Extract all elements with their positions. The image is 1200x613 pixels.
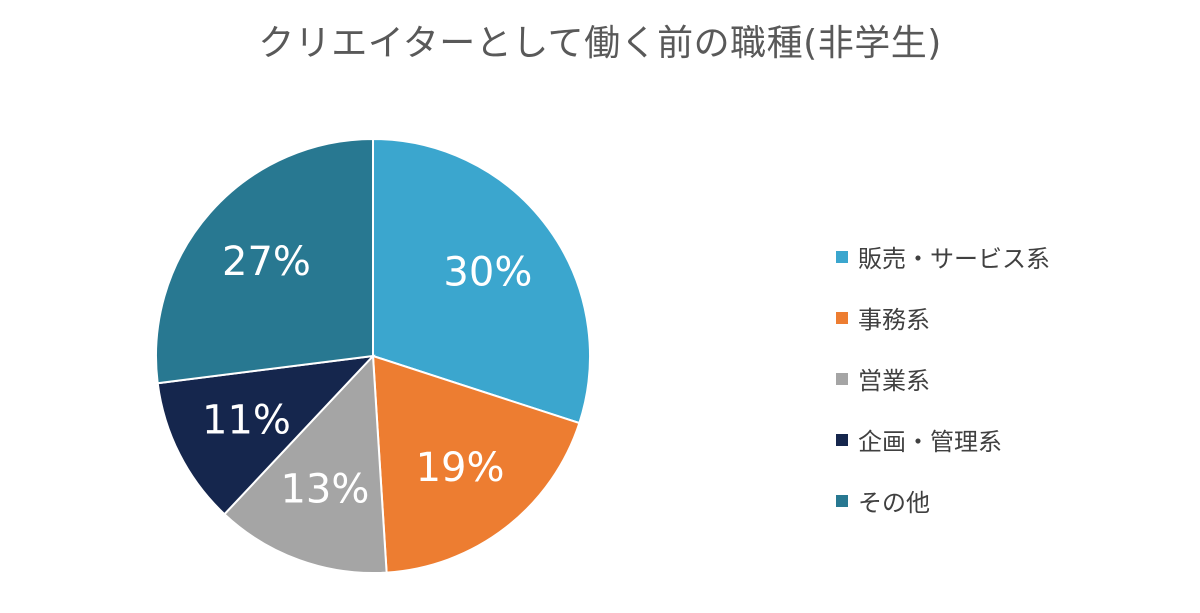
slice-office-work-label: 19%: [416, 445, 505, 491]
legend-item-planning-management: 企画・管理系: [836, 409, 1176, 470]
legend-swatch: [836, 433, 848, 446]
legend-item-sales-service: 販売・サービス系: [836, 226, 1176, 287]
legend-swatch: [836, 250, 848, 263]
legend-swatch: [836, 311, 848, 324]
chart-title: クリエイターとして働く前の職種(非学生): [258, 23, 942, 64]
legend-item-office-work: 事務系: [836, 287, 1176, 348]
legend: 販売・サービス系 事務系 営業系 企画・管理系 その他: [836, 226, 1176, 531]
slice-planning-management: [156, 354, 376, 516]
legend-item-sales: 営業系: [836, 348, 1176, 409]
slice-sales-label: 13%: [280, 467, 369, 513]
legend-swatch: [836, 372, 848, 385]
legend-label: 販売・サービス系: [858, 245, 1050, 273]
slice-planning-management-label: 11%: [202, 397, 291, 443]
legend-label: その他: [858, 489, 930, 517]
slice-other-label: 27%: [222, 239, 311, 285]
slice-sales: [223, 353, 388, 574]
legend-label: 事務系: [858, 306, 930, 334]
legend-swatch: [836, 494, 848, 507]
slice-sales-service-label: 30%: [443, 250, 532, 296]
legend-item-other: その他: [836, 470, 1176, 531]
slice-sales-service: [372, 137, 591, 425]
slice-office-work: [371, 354, 581, 574]
legend-label: 企画・管理系: [858, 428, 1002, 456]
slice-other: [155, 137, 374, 385]
legend-label: 営業系: [858, 367, 930, 395]
